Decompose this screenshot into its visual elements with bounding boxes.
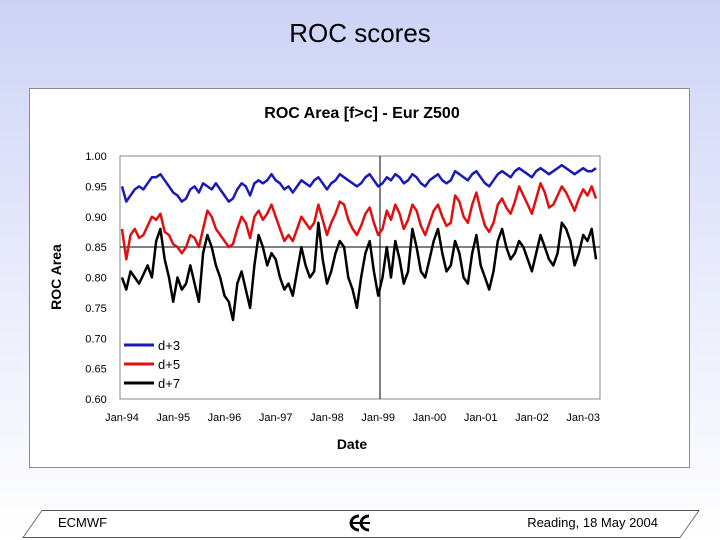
legend: d+3 d+5 d+7 <box>124 338 180 391</box>
x-tick-labels: Jan-94 Jan-95 Jan-96 Jan-97 Jan-98 Jan-99 Jan-… <box>105 412 600 424</box>
legend-label: d+5 <box>158 357 180 372</box>
x-tick-label: Jan-03 <box>566 412 600 424</box>
slide-title: ROC scores <box>289 18 431 48</box>
chart-title: ROC Area [f>c] - Eur Z500 <box>264 105 460 122</box>
y-tick-label: 1.00 <box>85 151 106 163</box>
series-line-dplus5 <box>120 182 598 261</box>
y-tick-labels: 1.00 0.95 0.90 0.85 0.80 0.75 0.70 0.65 0.60 <box>85 151 106 406</box>
legend-label: d+7 <box>158 376 180 391</box>
series-line-dplus7 <box>120 221 598 322</box>
footer-date-location: Reading, 18 May 2004 <box>527 515 658 530</box>
x-tick-label: Jan-01 <box>464 412 498 424</box>
y-tick-label: 0.80 <box>85 273 106 285</box>
y-tick-label: 0.85 <box>85 242 106 254</box>
y-tick-label: 0.75 <box>85 303 106 315</box>
x-tick-label: Jan-98 <box>310 412 344 424</box>
x-tick-label: Jan-95 <box>156 412 190 424</box>
x-tick-label: Jan-99 <box>361 412 395 424</box>
x-tick-label: Jan-97 <box>259 412 293 424</box>
x-tick-label: Jan-00 <box>413 412 447 424</box>
y-tick-label: 0.65 <box>85 364 106 376</box>
roc-chart: ROC Area [f>c] - Eur Z500 1.00 0.95 0.90 0.… <box>48 105 601 452</box>
x-tick-label: Jan-96 <box>208 412 242 424</box>
y-tick-label: 0.60 <box>85 394 106 406</box>
y-tick-label: 0.70 <box>85 333 106 345</box>
series-line-dplus3 <box>120 163 597 203</box>
x-tick-label: Jan-02 <box>515 412 549 424</box>
y-axis-label: ROC Area <box>48 244 64 310</box>
legend-label: d+3 <box>158 338 180 353</box>
y-tick-label: 0.95 <box>85 181 106 193</box>
footer-org: ECMWF <box>58 515 108 530</box>
ecmwf-logo-icon <box>349 514 370 532</box>
y-tick-label: 0.90 <box>85 212 106 224</box>
x-axis-label: Date <box>337 436 368 452</box>
x-tick-label: Jan-94 <box>105 412 139 424</box>
series-lines <box>120 163 598 322</box>
chart-frame: ROC Area [f>c] - Eur Z500 1.00 0.95 0.90 0.… <box>29 88 690 468</box>
